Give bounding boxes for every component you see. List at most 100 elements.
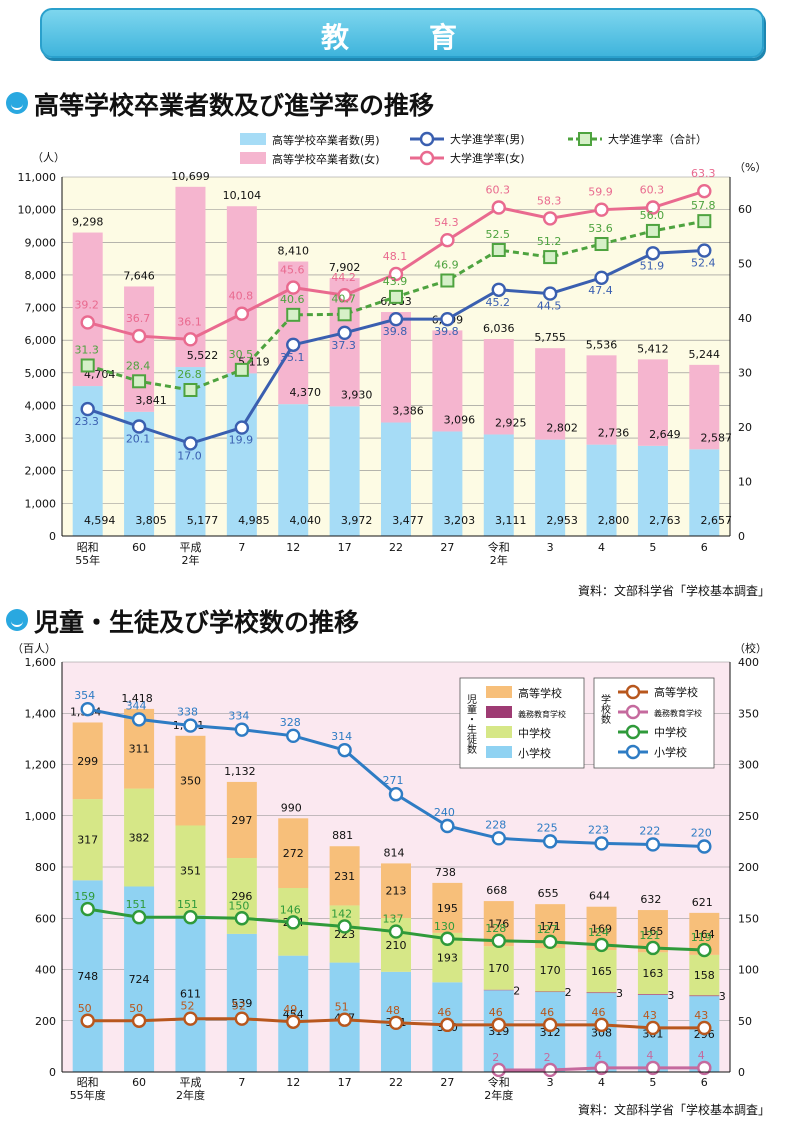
legend-label: 高等学校 xyxy=(518,686,562,700)
segment-label: 165 xyxy=(591,965,612,978)
school-label: 43 xyxy=(694,1009,708,1022)
rate-label: 47.4 xyxy=(588,284,613,297)
bar-segment xyxy=(586,992,617,994)
label-male: 3,972 xyxy=(341,514,373,527)
school-label: 46 xyxy=(592,1006,606,1019)
point xyxy=(440,818,455,834)
rate-label: 45.6 xyxy=(280,264,305,277)
y-tick-left: 6,000 xyxy=(25,334,57,347)
y-tick-left: 3,000 xyxy=(25,432,57,445)
bar-segment xyxy=(586,993,617,1072)
point xyxy=(286,280,301,295)
school-label: 225 xyxy=(537,821,558,834)
legend-label: 小学校 xyxy=(518,746,551,760)
school-label: 240 xyxy=(434,806,455,819)
x-tick: 60 xyxy=(132,1076,146,1089)
segment-label: 210 xyxy=(386,939,407,952)
rate-label: 63.3 xyxy=(691,167,716,180)
rate-label: 48.1 xyxy=(383,250,408,263)
x-tick: 平成 xyxy=(179,1076,201,1089)
x-tick: 55年度 xyxy=(70,1088,106,1102)
point xyxy=(542,1062,558,1078)
segment-label: 158 xyxy=(694,969,715,982)
point xyxy=(388,266,404,282)
label-female: 4,370 xyxy=(289,386,321,399)
rate-label: 37.3 xyxy=(331,339,356,352)
label-total: 7,646 xyxy=(123,269,155,282)
legend-group-label: 学校数 xyxy=(599,693,611,725)
rate-label: 40.7 xyxy=(331,292,356,305)
x-tick: 昭和 xyxy=(77,1076,99,1089)
bar-segment xyxy=(278,818,309,889)
segment-label: 308 xyxy=(591,1027,612,1040)
point xyxy=(388,311,404,327)
smiley-icon xyxy=(6,92,28,114)
point-total xyxy=(645,223,660,238)
label-total: 621 xyxy=(692,896,713,909)
school-label: 137 xyxy=(383,913,404,926)
rate-label: 44.5 xyxy=(537,300,562,313)
rate-label: 57.8 xyxy=(691,199,716,212)
point xyxy=(131,1013,147,1028)
point xyxy=(388,1015,404,1030)
school-label: 4 xyxy=(698,1049,705,1062)
x-tick: 7 xyxy=(238,1076,245,1089)
legend-box-schools xyxy=(593,677,715,769)
school-label: 334 xyxy=(228,710,249,723)
point xyxy=(645,1020,661,1036)
bar-female xyxy=(689,364,720,450)
legend-marker xyxy=(625,684,641,700)
school-label: 51 xyxy=(335,1001,349,1014)
y-unit-left: （人） xyxy=(32,151,65,164)
point xyxy=(337,742,352,758)
school-label: 2 xyxy=(492,1051,499,1064)
point xyxy=(337,1012,352,1027)
rate-label: 39.8 xyxy=(434,325,459,338)
legend-label: 大学進学率（合計） xyxy=(608,132,707,146)
segment-label: 724 xyxy=(129,973,150,986)
label-total: 1,132 xyxy=(224,765,256,778)
point xyxy=(80,315,95,330)
segment-label: 165 xyxy=(642,925,663,938)
point-total xyxy=(132,374,147,389)
point-total xyxy=(389,289,403,304)
x-tick: 令和 xyxy=(488,1075,510,1089)
point xyxy=(234,722,250,737)
bar-male xyxy=(637,445,668,536)
point xyxy=(183,436,198,451)
point xyxy=(183,718,198,733)
rate-label: 54.3 xyxy=(434,216,459,229)
school-label: 124 xyxy=(588,926,609,939)
legend-swatch xyxy=(486,726,512,738)
point xyxy=(80,901,95,917)
y-tick-left: 1,000 xyxy=(25,810,57,823)
label-male: 3,111 xyxy=(495,514,527,527)
bar-female xyxy=(586,355,617,445)
legend-swatch xyxy=(240,152,266,164)
y-tick-right: 350 xyxy=(738,707,759,720)
school-label: 119 xyxy=(691,931,712,944)
bar-segment xyxy=(278,955,309,1072)
legend-label: 中学校 xyxy=(518,726,551,740)
segment-label: 3 xyxy=(667,989,674,1002)
legend-label: 高等学校卒業者数(男) xyxy=(272,133,380,147)
y-tick-right: 200 xyxy=(738,861,759,874)
segment-label: 164 xyxy=(694,928,715,941)
y-tick-left: 600 xyxy=(35,912,56,925)
segment-label: 3 xyxy=(719,990,726,1003)
school-label: 49 xyxy=(283,1003,297,1016)
x-tick: 12 xyxy=(286,1076,300,1089)
x-tick: 17 xyxy=(338,541,352,554)
segment-label: 195 xyxy=(437,902,458,915)
point xyxy=(388,787,404,802)
point xyxy=(440,232,455,248)
label-total: 738 xyxy=(435,866,456,879)
point xyxy=(440,931,455,946)
legend-swatch xyxy=(486,686,512,698)
school-label: 146 xyxy=(280,903,301,916)
school-label: 344 xyxy=(126,699,147,712)
bar-female xyxy=(483,339,514,435)
label-total: 881 xyxy=(332,829,353,842)
rate-label: 40.6 xyxy=(280,293,305,306)
point-total xyxy=(543,250,558,265)
